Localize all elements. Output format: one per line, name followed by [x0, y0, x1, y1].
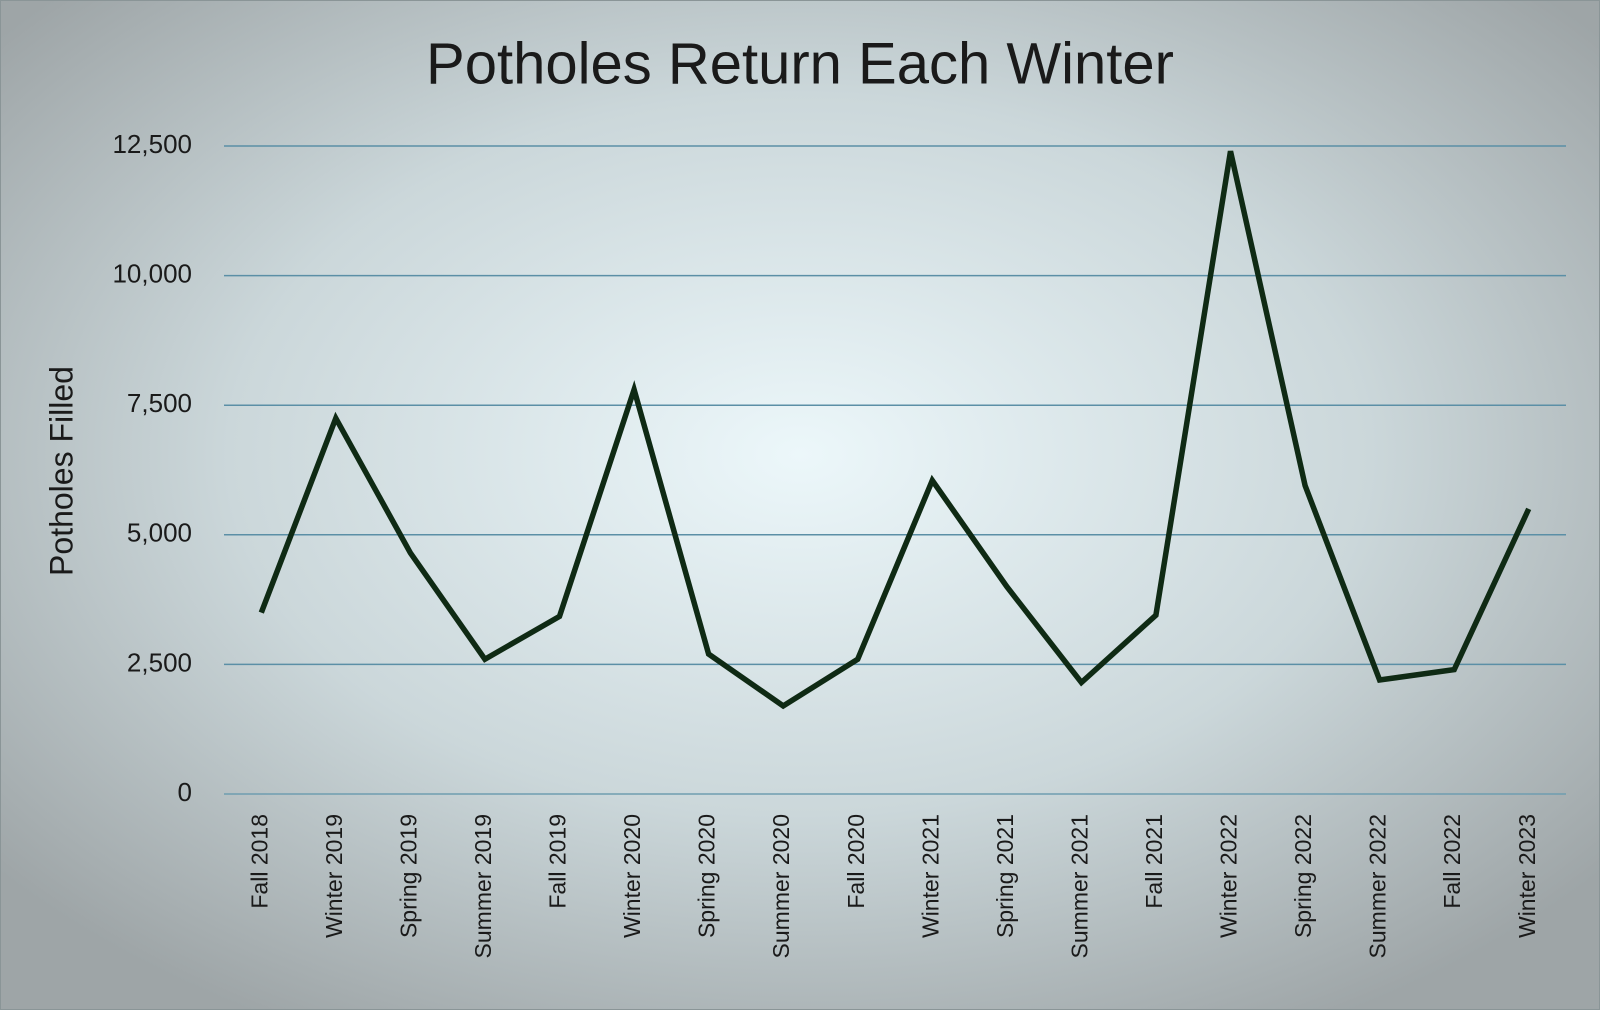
x-tick-label: Fall 2020	[843, 814, 869, 909]
x-tick-label: Summer 2022	[1365, 814, 1391, 958]
x-tick-label: Fall 2018	[246, 814, 272, 909]
x-tick-label: Winter 2021	[917, 814, 943, 938]
x-tick-label: Fall 2021	[1141, 814, 1167, 909]
x-tick-label: Spring 2022	[1290, 814, 1316, 938]
x-tick-label: Winter 2019	[321, 814, 347, 938]
y-tick-label: 10,000	[112, 258, 192, 288]
x-tick-label: Fall 2019	[545, 814, 571, 909]
chart-title: Potholes Return Each Winter	[426, 31, 1174, 96]
x-tick-label: Summer 2021	[1066, 814, 1092, 958]
y-axis-label: Potholes Filled	[43, 366, 79, 576]
x-tick-label: Winter 2020	[619, 814, 645, 938]
y-tick-label: 2,500	[127, 647, 192, 677]
y-tick-label: 7,500	[127, 388, 192, 418]
x-tick-label: Winter 2023	[1514, 814, 1540, 938]
y-tick-label: 5,000	[127, 518, 192, 548]
x-tick-label: Summer 2019	[470, 814, 496, 958]
x-tick-label: Winter 2022	[1216, 814, 1242, 938]
data-line	[258, 150, 1532, 710]
y-tick-label: 0	[178, 777, 192, 807]
x-tick-label: Spring 2020	[694, 814, 720, 938]
x-tick-label: Spring 2021	[992, 814, 1018, 938]
x-tick-label: Spring 2019	[395, 814, 421, 938]
x-tick-label: Fall 2022	[1439, 814, 1465, 909]
x-tick-label: Summer 2020	[768, 814, 794, 958]
y-tick-label: 12,500	[112, 129, 192, 159]
